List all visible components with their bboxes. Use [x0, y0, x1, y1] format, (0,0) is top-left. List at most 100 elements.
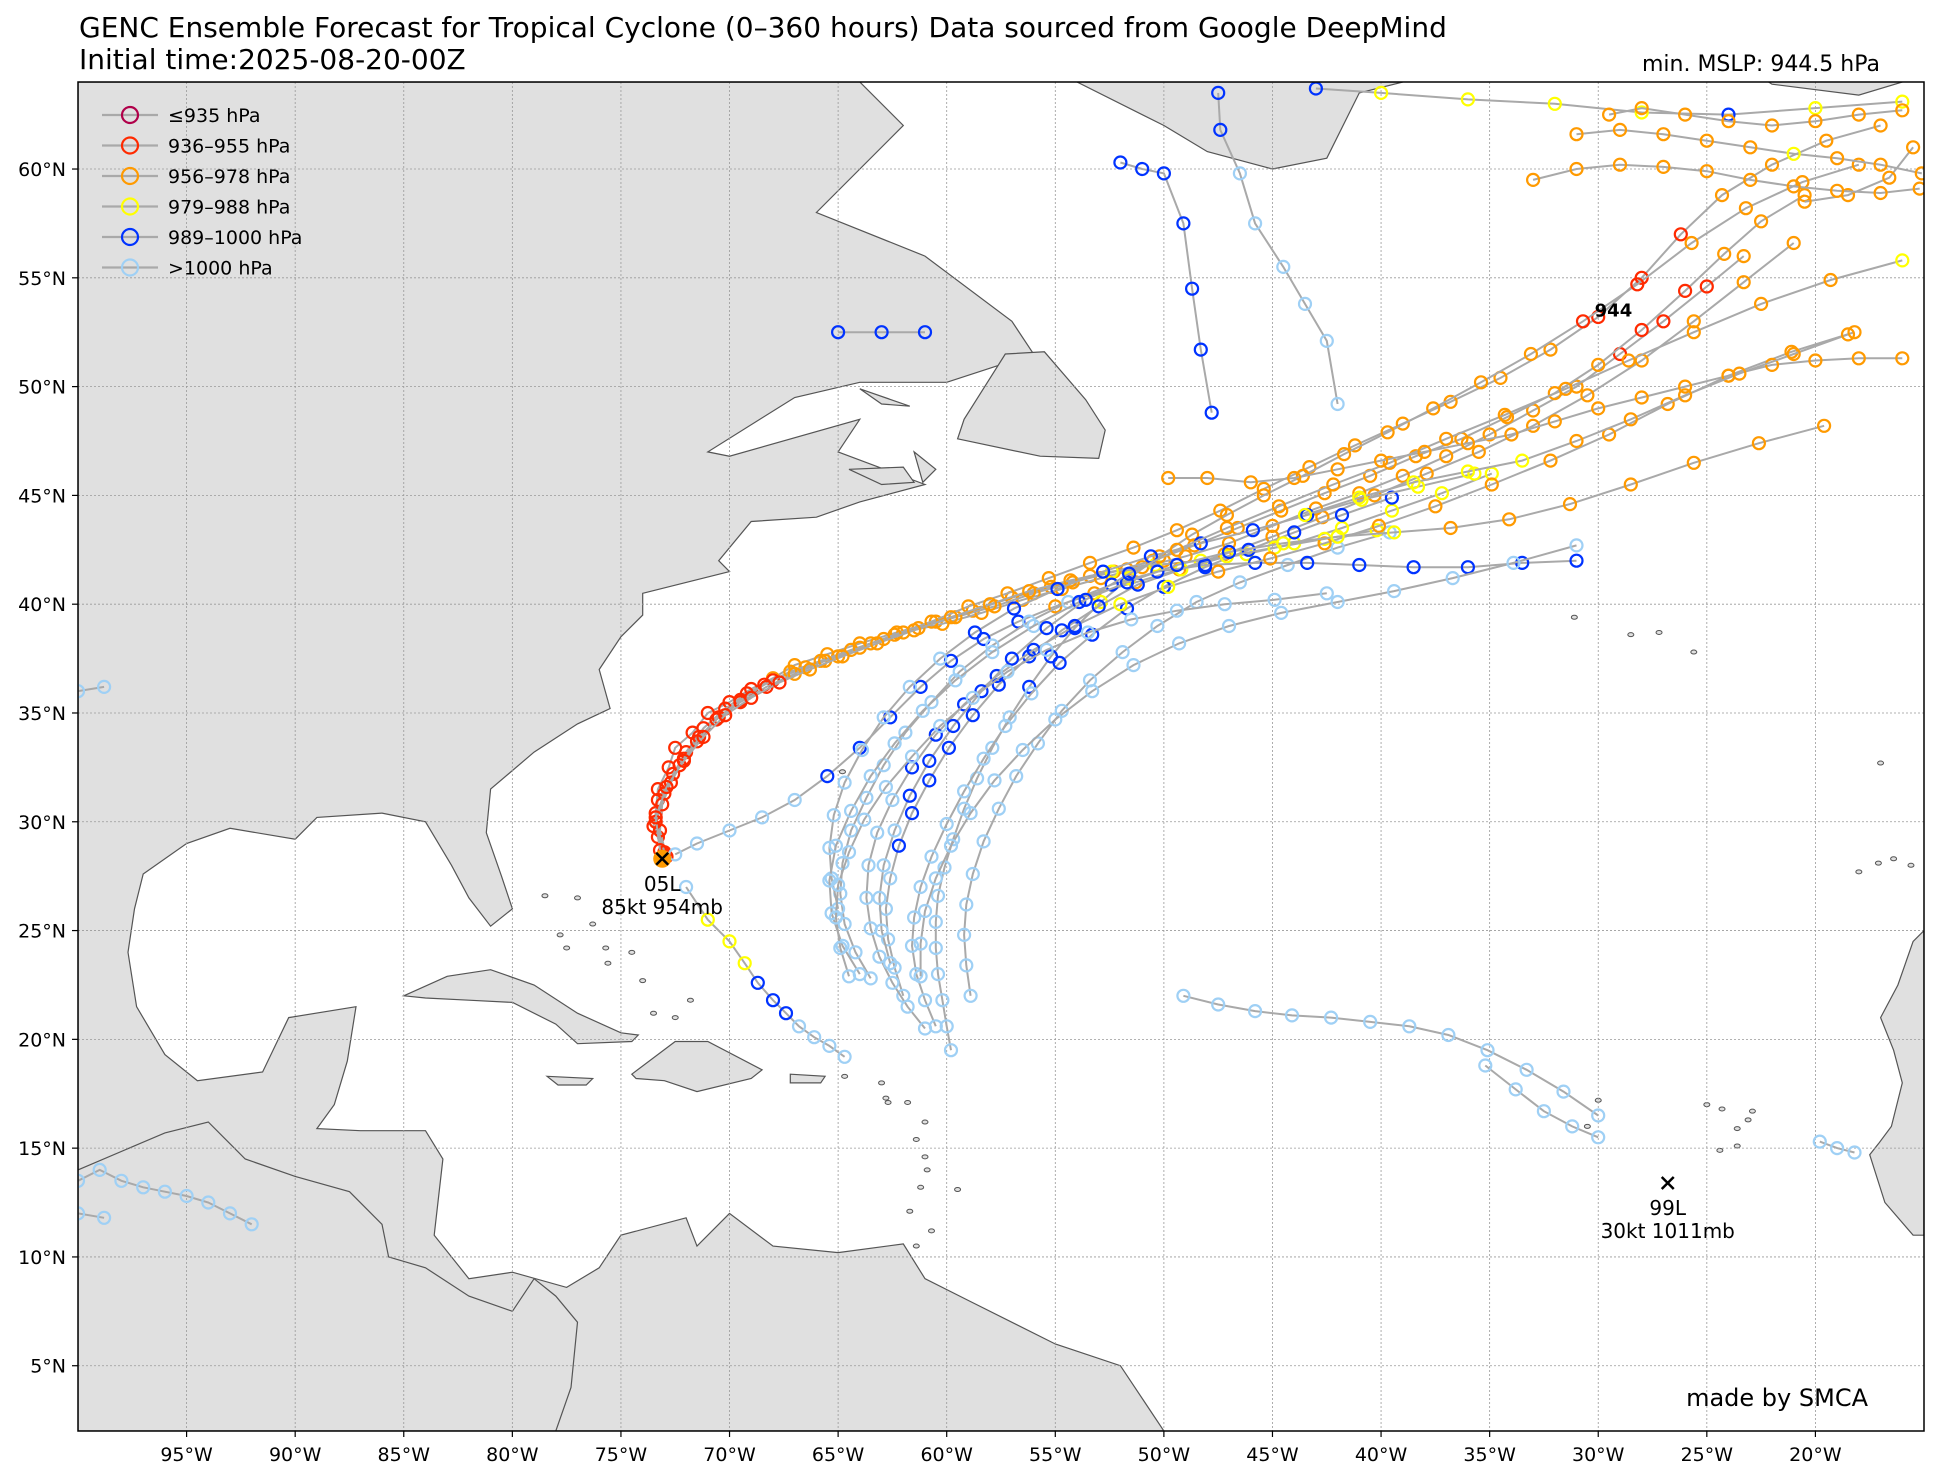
ensemble-track-point: [1905, 140, 1921, 155]
island-4: [954, 1186, 962, 1192]
legend-label: 936–955 hPa: [168, 136, 290, 158]
legend-marker: [120, 105, 140, 125]
ensemble-track-point: [1184, 281, 1200, 296]
west-track-point: [96, 1210, 112, 1225]
west-track-point: [92, 1162, 107, 1178]
ensemble-track-point: [1460, 436, 1476, 451]
legend-label: 956–978 hPa: [168, 166, 290, 188]
landmass-6: [956, 351, 1106, 460]
ensemble-track-point: [1882, 170, 1897, 185]
ensemble-track-point: [965, 866, 980, 882]
ensemble-track-point: [676, 753, 692, 769]
ensemble-track-point: [1126, 657, 1141, 673]
ensemble-track-point: [1217, 597, 1232, 612]
ensemble-track-point: [943, 1043, 959, 1058]
island-38: [1733, 1143, 1741, 1149]
ensemble-track-point: [857, 812, 872, 827]
west-track-line-1: [78, 1212, 105, 1219]
ensemble-track-point: [750, 975, 765, 990]
island-24: [602, 945, 610, 951]
ensemble-track-point: [1677, 379, 1693, 394]
ensemble-track-point: [1078, 592, 1093, 607]
ensemble-track-point: [1297, 296, 1313, 311]
west-track-point: [78, 684, 86, 699]
lat-tick-label: 45°N: [18, 485, 66, 507]
ensemble-track-point: [956, 927, 972, 943]
lat-tick-label: 25°N: [18, 921, 66, 943]
ensemble-track-point: [874, 923, 889, 938]
ensemble-track-point: [772, 675, 787, 690]
ensemble-track-point: [1569, 538, 1584, 553]
ensemble-track-point: [1287, 525, 1302, 540]
ensemble-track-line-27: [1608, 107, 1903, 127]
island-20: [650, 1010, 658, 1016]
ensemble-track-point: [1612, 157, 1628, 172]
ensemble-track-point: [1280, 557, 1295, 573]
island-34: [1874, 860, 1882, 866]
ensemble-track-point: [843, 803, 859, 819]
ensemble-track-line-23: [1315, 87, 1903, 116]
ensemble-track-point: [1484, 477, 1499, 492]
west-track-point: [78, 1206, 86, 1221]
ensemble-track-point: [1786, 146, 1801, 161]
legend-marker: [120, 197, 140, 216]
ensemble-track-point: [872, 949, 887, 964]
ensemble-track-point: [885, 975, 900, 990]
landmass-5: [789, 1073, 827, 1084]
ensemble-track-point: [744, 690, 759, 705]
west-track-point: [96, 679, 112, 695]
ensemble-track-point: [1634, 322, 1649, 338]
ensemble-track-point: [1072, 594, 1087, 610]
ensemble-track-point: [891, 838, 907, 853]
island-27: [1627, 632, 1635, 638]
ensemble-track-point: [1082, 555, 1098, 571]
east-track-point: [1812, 1134, 1827, 1149]
ensemble-track-point: [1380, 425, 1395, 440]
ensemble-track-point: [948, 673, 963, 688]
ensemble-track-point: [1121, 566, 1137, 581]
ensemble-track-point: [837, 1049, 852, 1064]
ensemble-track-point: [1478, 1058, 1493, 1073]
lon-tick-label: 30°W: [1572, 1444, 1625, 1466]
ensemble-track-point: [1211, 997, 1226, 1012]
ensemble-tracks: [78, 82, 1924, 1232]
ensemble-track-point: [1330, 594, 1345, 610]
ensemble-track-point: [1439, 449, 1454, 464]
ensemble-track-point: [833, 940, 848, 956]
ensemble-track-point: [939, 816, 954, 832]
ensemble-track-point: [1352, 557, 1367, 573]
ensemble-track-point: [1276, 259, 1291, 274]
west-track-point: [114, 1173, 129, 1188]
ensemble-track-point: [883, 956, 898, 971]
ensemble-track-point: [1569, 161, 1584, 177]
ensemble-track-point: [1502, 512, 1517, 527]
landmass-12: [1869, 929, 1924, 1236]
ensemble-track-point: [1634, 100, 1649, 116]
ensemble-track-point: [835, 649, 850, 664]
ensemble-track-point: [1621, 353, 1636, 368]
ensemble-track-point: [1816, 418, 1832, 433]
ensemble-track-point: [1085, 684, 1100, 699]
ensemble-track-point: [828, 910, 844, 925]
island-7: [912, 1243, 920, 1249]
ensemble-track-point: [1211, 564, 1226, 579]
ensemble-track-point: [883, 871, 898, 886]
ensemble-track-point: [1243, 475, 1258, 490]
ensemble-track-point: [872, 890, 887, 906]
ensemble-track-point: [1065, 575, 1080, 590]
lat-tick-label: 50°N: [18, 377, 66, 399]
legend-label: 989–1000 hPa: [168, 227, 302, 249]
ensemble-track-point: [1022, 679, 1037, 695]
island-23: [574, 895, 582, 901]
ensemble-track-point: [737, 956, 752, 971]
ensemble-track-point: [1677, 388, 1693, 403]
island-17: [589, 921, 597, 927]
ensemble-track-point: [1417, 444, 1432, 459]
ensemble-track-point: [1753, 214, 1769, 229]
ensemble-track-point: [1819, 133, 1834, 148]
ensemble-track-point: [965, 708, 980, 723]
ensemble-track-point: [1373, 85, 1389, 101]
lon-tick-label: 50°W: [1138, 1444, 1191, 1466]
island-6: [906, 1208, 914, 1214]
